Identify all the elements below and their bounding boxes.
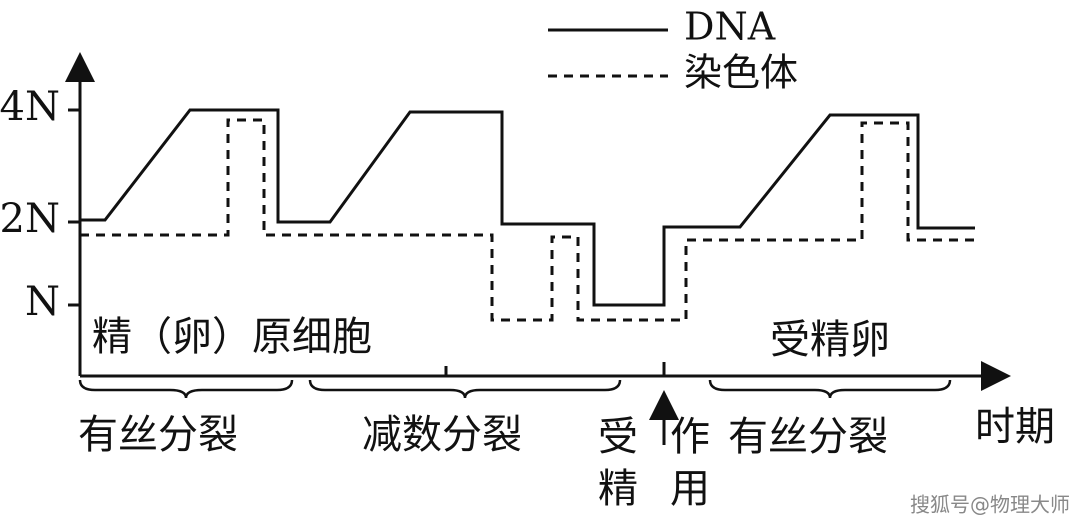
- watermark: 搜狐号@物理大师: [910, 493, 1070, 517]
- stage-label: 减数分裂: [362, 412, 522, 458]
- stage-label: 有丝分裂: [78, 412, 238, 458]
- brace: [78, 379, 294, 399]
- chromosome-curve: [80, 118, 975, 322]
- x-axis-label: 时期: [975, 404, 1055, 450]
- y-label: 2N: [0, 196, 60, 242]
- dna-curve: [80, 108, 975, 307]
- cell-label: 精（卵）原细胞: [92, 314, 372, 360]
- stage-label: 用: [670, 466, 710, 512]
- brace: [308, 379, 622, 399]
- legend-chromosome: 染色体: [684, 51, 798, 95]
- y-label: 4N: [0, 84, 60, 130]
- stage-label: 有丝分裂: [728, 414, 888, 460]
- stage-label: 作: [670, 414, 710, 460]
- cell-label: 受精卵: [770, 317, 890, 363]
- y-label: N: [25, 279, 60, 325]
- legend-dna: DNA: [684, 5, 776, 49]
- stage-label: 精: [598, 466, 638, 512]
- brace: [708, 379, 952, 399]
- stage-label: 受: [598, 414, 638, 460]
